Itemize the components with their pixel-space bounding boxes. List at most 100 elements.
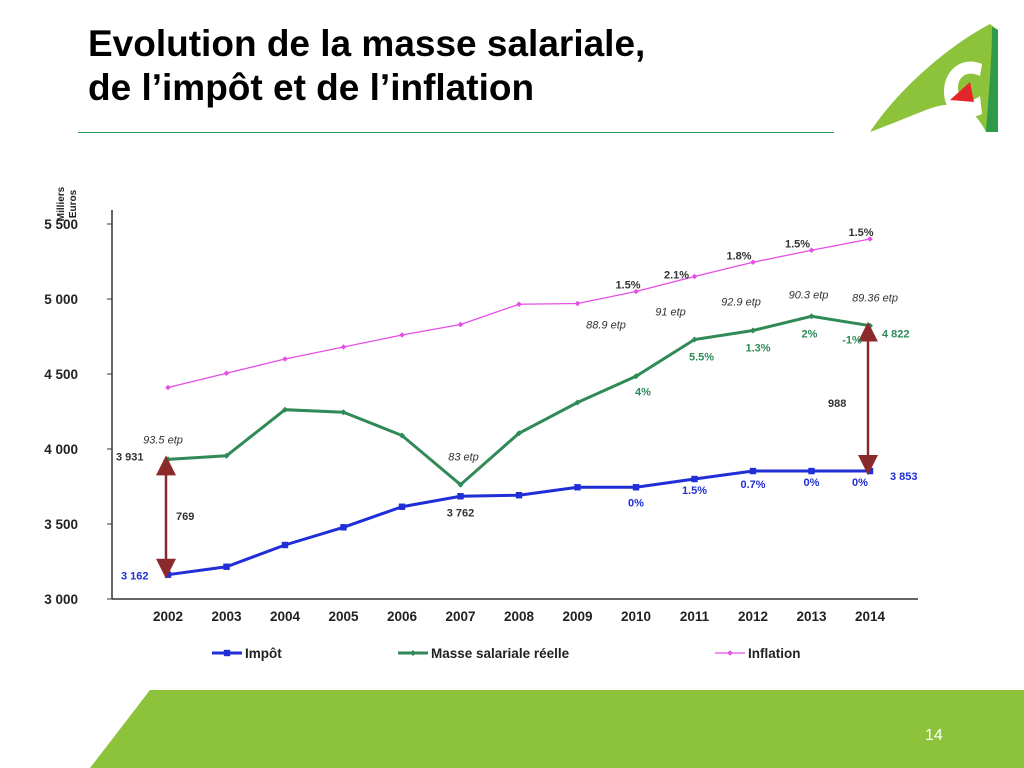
data-point [750,327,756,334]
gap-2002-label: 769 [176,511,194,523]
impot-end-label: 3 853 [890,471,918,483]
y-tick-label: 3 500 [44,517,78,532]
y-tick-label: 4 500 [44,367,78,382]
slide-title: Evolution de la masse salariale, de l’im… [88,22,645,110]
data-point [223,563,230,570]
data-point [574,399,581,406]
inflation-pct-label: 2.1% [664,270,689,282]
series-inflation [165,236,873,391]
data-point [340,409,347,416]
plot-area [164,236,874,578]
impot-pct-label: 0% [852,477,868,489]
x-tick-label: 2005 [328,609,359,624]
etp-label: 90.3 etp [789,289,829,301]
data-point [457,321,464,328]
data-point [749,467,757,475]
impot-start-label: 3 162 [121,571,149,583]
data-point [223,649,231,657]
data-point [165,384,171,391]
footer-band [90,690,1024,768]
legend-item: Impôt [212,646,282,661]
data-point [633,373,639,380]
chart-annotations: 3 162 3 853 3 931 4 822 3 762 769 988 0% 1.5% 0.7… [116,227,918,583]
y-axis-unit-line1: Milliers [56,186,67,221]
y-tick-label: 5 000 [44,292,78,307]
x-tick-label: 2002 [153,609,183,624]
x-tick-label: 2014 [855,609,886,624]
data-point [633,288,639,295]
series-imp-t [164,467,874,578]
data-point [457,493,464,500]
x-tick-label: 2004 [270,609,301,624]
legend-label: Impôt [245,646,282,661]
etp-label: 91 etp [655,307,686,319]
impot-pct-label: 0.7% [740,479,765,491]
inflation-pct-label: 1.5% [785,238,810,250]
chart-legend: Impôt Masse salariale réelle Inflation [212,646,801,661]
x-axis-ticks: 2002 2003 2004 2005 2006 2007 2008 2009 2010 2011… [153,609,886,624]
slide-title-line2: de l’impôt et de l’inflation [88,67,535,108]
x-tick-label: 2011 [680,609,710,624]
x-tick-label: 2009 [562,609,592,624]
x-tick-label: 2008 [504,609,535,624]
brand-logo-icon [870,24,998,132]
masse-pct-label: 4% [635,386,651,398]
data-point [398,503,406,510]
data-point [727,650,733,656]
masse-pct-label: -1% [842,335,862,347]
chart-axes [111,210,918,600]
legend-label: Inflation [748,646,801,661]
data-point [574,484,581,491]
masse-pct-label: 1.3% [745,343,770,355]
data-point [691,475,698,483]
masse-start-label: 3 931 [116,451,144,463]
data-point [457,481,464,488]
line-chart: Milliers Euros 3 000 3 500 4 000 4 500 5 000… [44,186,918,661]
x-tick-label: 2012 [738,609,768,624]
title-underline [78,132,834,133]
data-point [399,432,405,439]
y-axis-ticks: 3 000 3 500 4 000 4 500 5 000 5 500 [44,217,112,607]
x-tick-label: 2006 [387,609,418,624]
data-point [750,259,756,266]
slide-title-line1: Evolution de la masse salariale, [88,23,646,64]
inflation-pct-label: 1.5% [615,280,640,292]
y-tick-label: 4 000 [44,442,78,457]
data-point [340,344,347,350]
data-point [223,370,230,377]
series-masse-salariale-r-elle [165,313,873,488]
data-point [808,467,815,475]
x-tick-label: 2003 [211,609,242,624]
x-tick-label: 2007 [445,609,475,624]
data-point [165,456,171,463]
inflation-pct-label: 1.8% [726,250,751,262]
data-point [399,332,405,338]
series-line [167,238,871,389]
etp-label: 93.5 etp [143,434,183,446]
legend-label: Masse salariale réelle [431,646,570,661]
impot-pct-label: 0% [628,497,644,509]
impot-pct-label: 1.5% [682,485,707,497]
y-axis-unit-label: Milliers Euros [56,186,79,221]
etp-label: 92.9 etp [721,297,761,309]
y-axis-unit-line2: Euros [68,189,79,218]
x-tick-label: 2010 [621,609,651,624]
data-point [866,467,874,475]
data-point [808,313,815,320]
data-point [632,484,640,491]
data-point [340,524,347,531]
data-point [516,301,522,308]
inflation-pct-label: 1.5% [848,227,873,239]
masse-min-label: 3 762 [447,508,475,520]
data-point [164,571,172,578]
data-point [516,430,522,437]
data-point [867,236,873,242]
data-point [282,356,288,362]
data-point [691,336,698,343]
x-tick-label: 2013 [796,609,827,624]
data-point [281,541,289,549]
gap-2014-label: 988 [828,398,846,410]
impot-pct-label: 0% [804,477,820,489]
etp-label: 89.36 etp [852,293,898,305]
masse-end-label: 4 822 [882,329,910,341]
